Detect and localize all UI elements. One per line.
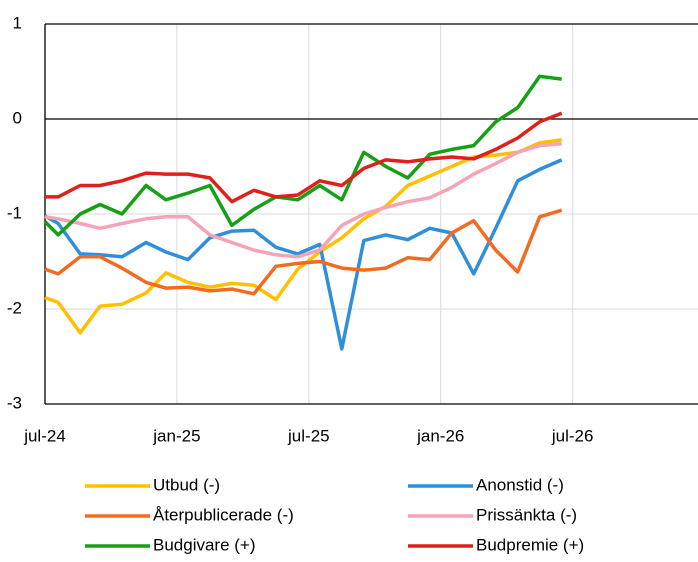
series-line: [45, 111, 563, 204]
legend-label: Prissänkta (-): [476, 505, 577, 524]
x-tick-label: jul-25: [287, 426, 330, 445]
x-tick-label: jul-24: [23, 426, 66, 445]
series-line: [44, 141, 562, 259]
legend-label: Anonstid (-): [476, 475, 564, 494]
legend-label: Budpremie (+): [476, 535, 584, 554]
x-tick-label: jan-26: [416, 426, 464, 445]
series-line: [44, 208, 563, 296]
legend-label: Budgivare (+): [153, 535, 256, 554]
y-tick-label: -1: [7, 203, 22, 222]
y-tick-label: 1: [13, 13, 22, 32]
series-line: [43, 74, 562, 237]
y-tick-label: -3: [7, 393, 22, 412]
x-tick-label: jul-26: [551, 426, 594, 445]
x-tick-label: jan-25: [152, 426, 200, 445]
y-tick-label: 0: [13, 108, 22, 127]
legend-label: Återpublicerade (-): [153, 505, 294, 524]
legend-label: Utbud (-): [153, 475, 220, 494]
y-tick-label: -2: [7, 298, 22, 317]
series-line: [44, 158, 563, 351]
